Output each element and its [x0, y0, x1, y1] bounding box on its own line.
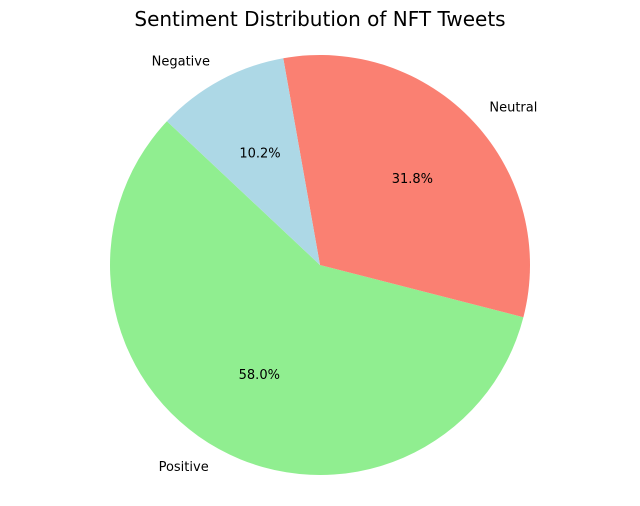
- pie-slices: [110, 54, 530, 475]
- pie-labels: Positive 58.0% Neutral 31.8% Negative 10.2%: [152, 54, 538, 475]
- slice-percent-positive: 58.0%: [239, 368, 280, 383]
- slice-percent-neutral: 31.8%: [392, 172, 433, 187]
- pie-slice-positive: [110, 121, 524, 475]
- slice-label-positive: Positive: [159, 460, 209, 475]
- pie-slice-neutral: [283, 54, 530, 318]
- chart-title: Sentiment Distribution of NFT Tweets: [134, 7, 505, 31]
- slice-percent-negative: 10.2%: [239, 147, 280, 162]
- slice-label-negative: Negative: [152, 54, 210, 69]
- pie-slice-negative: [166, 58, 320, 266]
- slice-label-neutral: Neutral: [489, 100, 537, 115]
